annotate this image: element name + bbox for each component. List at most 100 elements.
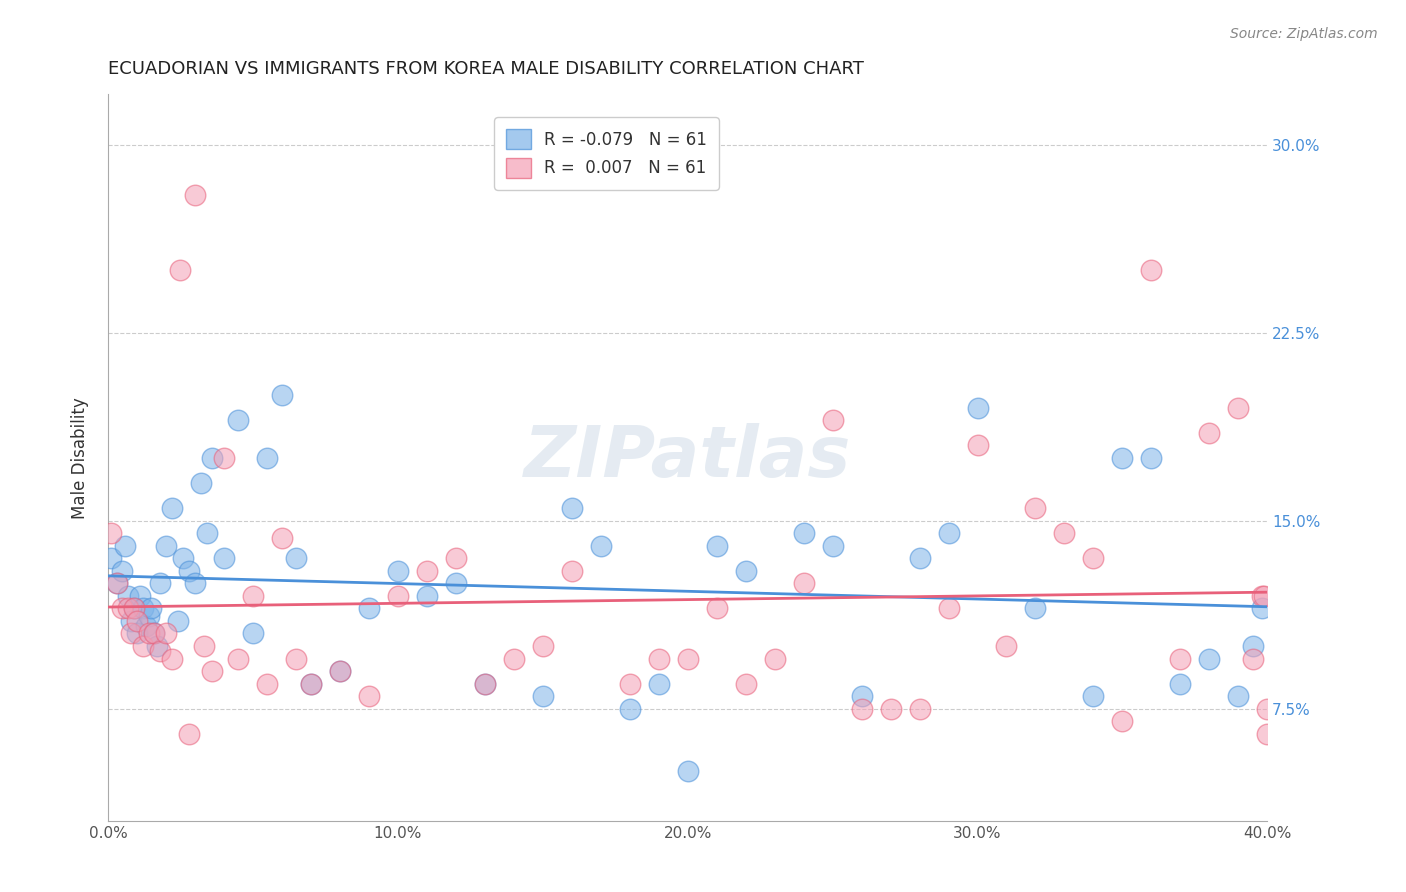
Point — [734, 676, 756, 690]
Point — [128, 589, 150, 603]
Point — [111, 564, 134, 578]
Point — [1227, 689, 1250, 703]
Point — [111, 601, 134, 615]
Point — [195, 526, 218, 541]
Legend: R = -0.079   N = 61, R =  0.007   N = 61: R = -0.079 N = 61, R = 0.007 N = 61 — [495, 118, 718, 190]
Point — [387, 589, 409, 603]
Point — [228, 651, 250, 665]
Point — [285, 651, 308, 665]
Point — [444, 551, 467, 566]
Point — [908, 551, 931, 566]
Point — [256, 450, 278, 465]
Point — [1170, 676, 1192, 690]
Point — [201, 450, 224, 465]
Point — [329, 664, 352, 678]
Point — [561, 564, 583, 578]
Point — [619, 701, 641, 715]
Point — [1256, 701, 1278, 715]
Point — [190, 475, 212, 490]
Point — [357, 689, 380, 703]
Point — [122, 601, 145, 615]
Point — [100, 526, 122, 541]
Point — [1170, 651, 1192, 665]
Point — [169, 263, 191, 277]
Point — [143, 626, 166, 640]
Point — [357, 601, 380, 615]
Point — [561, 501, 583, 516]
Point — [1241, 651, 1264, 665]
Point — [155, 626, 177, 640]
Point — [193, 639, 215, 653]
Point — [120, 614, 142, 628]
Point — [474, 676, 496, 690]
Point — [100, 551, 122, 566]
Point — [201, 664, 224, 678]
Text: Source: ZipAtlas.com: Source: ZipAtlas.com — [1230, 27, 1378, 41]
Point — [676, 764, 699, 779]
Point — [120, 626, 142, 640]
Point — [117, 589, 139, 603]
Point — [1253, 589, 1275, 603]
Point — [212, 450, 235, 465]
Point — [1198, 425, 1220, 440]
Point — [125, 626, 148, 640]
Text: ZIPatlas: ZIPatlas — [524, 424, 852, 492]
Point — [647, 676, 669, 690]
Point — [676, 651, 699, 665]
Point — [1256, 727, 1278, 741]
Point — [995, 639, 1018, 653]
Point — [256, 676, 278, 690]
Point — [155, 539, 177, 553]
Point — [117, 601, 139, 615]
Point — [160, 651, 183, 665]
Point — [938, 601, 960, 615]
Text: ECUADORIAN VS IMMIGRANTS FROM KOREA MALE DISABILITY CORRELATION CHART: ECUADORIAN VS IMMIGRANTS FROM KOREA MALE… — [108, 60, 863, 78]
Point — [1241, 639, 1264, 653]
Point — [416, 564, 439, 578]
Point — [228, 413, 250, 427]
Point — [138, 608, 160, 623]
Point — [1140, 450, 1163, 465]
Point — [270, 388, 292, 402]
Point — [172, 551, 194, 566]
Point — [149, 644, 172, 658]
Point — [299, 676, 322, 690]
Point — [132, 639, 155, 653]
Point — [1111, 450, 1133, 465]
Point — [763, 651, 786, 665]
Point — [242, 589, 264, 603]
Point — [135, 619, 157, 633]
Point — [141, 601, 163, 615]
Point — [166, 614, 188, 628]
Point — [908, 701, 931, 715]
Point — [114, 539, 136, 553]
Point — [589, 539, 612, 553]
Point — [329, 664, 352, 678]
Point — [1083, 689, 1105, 703]
Point — [160, 501, 183, 516]
Point — [706, 539, 728, 553]
Y-axis label: Male Disability: Male Disability — [72, 397, 89, 519]
Point — [793, 576, 815, 591]
Point — [1198, 651, 1220, 665]
Point — [444, 576, 467, 591]
Point — [416, 589, 439, 603]
Point — [242, 626, 264, 640]
Point — [138, 626, 160, 640]
Point — [143, 626, 166, 640]
Point — [125, 614, 148, 628]
Point — [821, 413, 844, 427]
Point — [105, 576, 128, 591]
Point — [1024, 501, 1046, 516]
Point — [531, 639, 554, 653]
Point — [212, 551, 235, 566]
Point — [647, 651, 669, 665]
Point — [184, 187, 207, 202]
Point — [1250, 601, 1272, 615]
Point — [270, 531, 292, 545]
Point — [851, 701, 873, 715]
Point — [821, 539, 844, 553]
Point — [966, 401, 988, 415]
Point — [184, 576, 207, 591]
Point — [1227, 401, 1250, 415]
